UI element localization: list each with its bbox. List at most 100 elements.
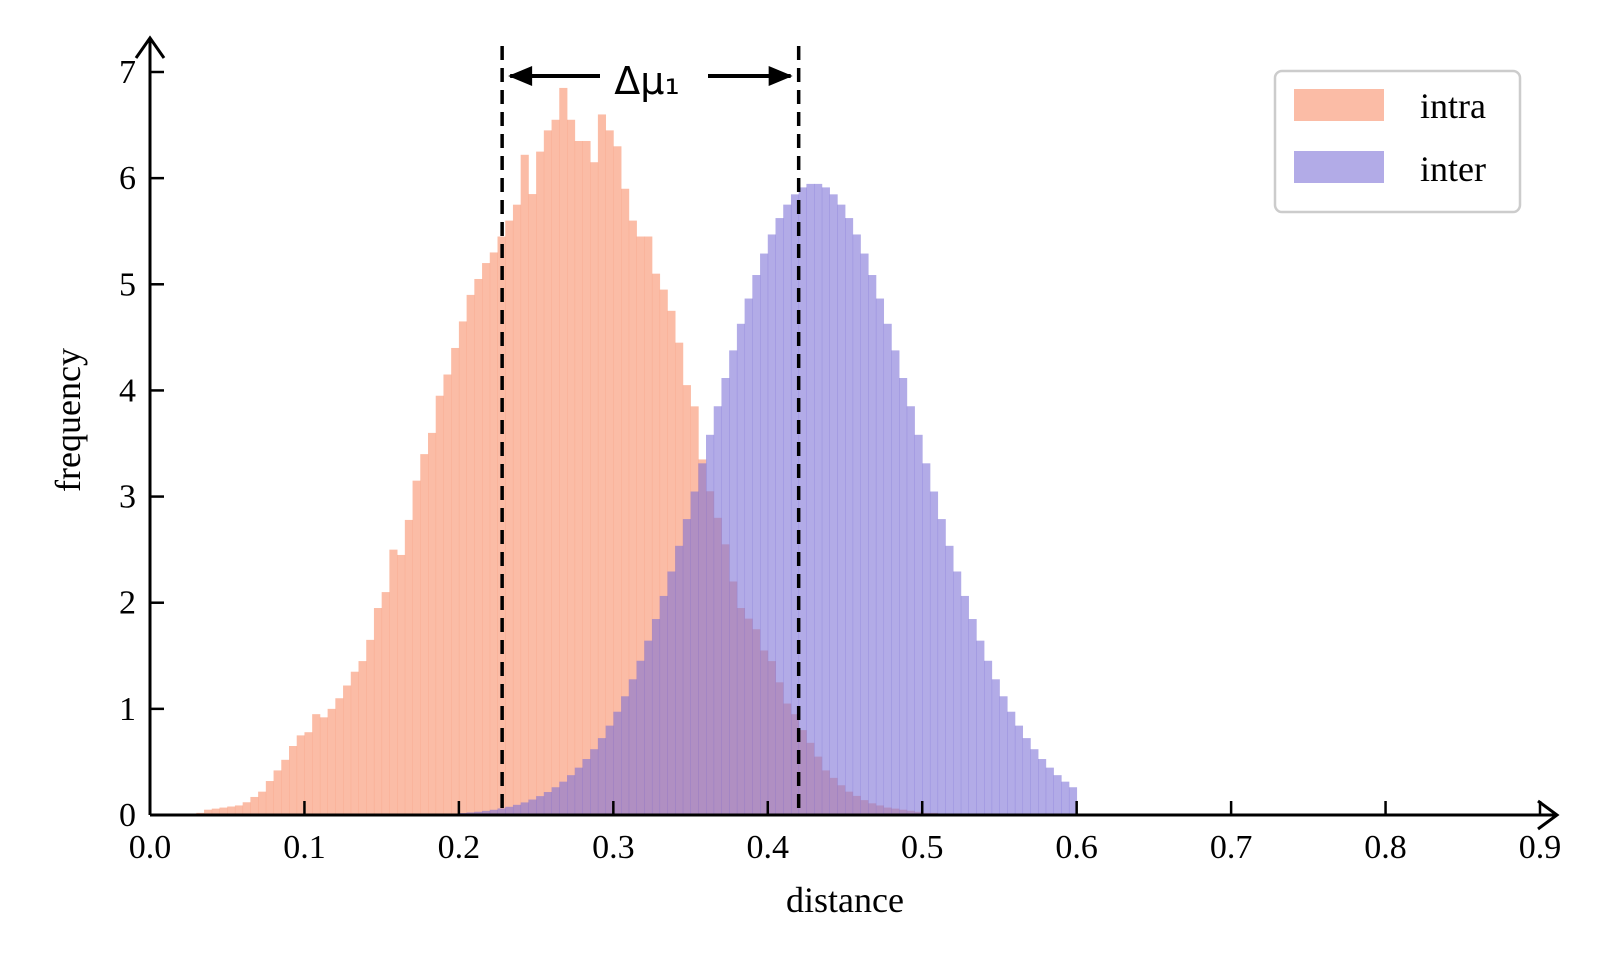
bar-inter: [1068, 787, 1078, 815]
bar-intra: [312, 714, 321, 815]
bar-intra: [211, 808, 220, 815]
bar-intra: [659, 289, 668, 815]
bar-inter: [489, 809, 498, 815]
bar-inter: [520, 802, 529, 815]
ticks-layer: 0.0 0.1 0.2 0.3 0.4 0.5 0.6 0.7 0.8 0.9 0 1 2 3 4 5 6 7: [119, 54, 1561, 866]
bar-intra: [451, 347, 460, 815]
bar-intra: [412, 480, 421, 815]
y-axis-label: frequency: [48, 348, 88, 492]
bar-inter: [829, 194, 838, 815]
bar-intra: [319, 717, 329, 815]
bar-intra: [621, 188, 630, 815]
bar-intra: [489, 252, 498, 815]
bar-intra: [582, 140, 591, 815]
bar-inter: [999, 696, 1008, 815]
bar-inter: [968, 619, 977, 815]
bar-inter: [929, 491, 939, 815]
bar-inter: [690, 491, 699, 815]
bar-inter: [1053, 775, 1062, 815]
bar-intra: [428, 432, 437, 815]
bar-intra: [219, 807, 228, 815]
x-tick-label: 0.7: [1210, 829, 1253, 866]
bar-inter: [582, 759, 591, 815]
bar-inter: [698, 463, 707, 815]
delta-arrow-right-head: [768, 66, 793, 86]
bar-intra: [458, 321, 468, 815]
bar-inter: [1030, 749, 1039, 815]
bar-inter: [706, 434, 715, 815]
bar-intra: [404, 519, 413, 815]
bar-intra: [644, 236, 653, 815]
bar-inter: [512, 804, 522, 815]
bar-inter: [775, 218, 784, 816]
delta-mu-label: Δμ₁: [614, 59, 679, 103]
bar-intra: [350, 671, 359, 815]
bar-inter: [906, 406, 915, 815]
bar-inter: [1061, 781, 1070, 815]
bar-intra: [381, 592, 390, 815]
y-tick-label: 3: [119, 479, 136, 516]
bar-inter: [852, 234, 861, 815]
y-tick-label: 7: [119, 54, 136, 91]
bar-inter: [605, 725, 614, 815]
bar-intra: [304, 732, 313, 815]
bar-inter: [845, 218, 854, 816]
bar-inter: [953, 571, 962, 815]
bar-inter: [497, 808, 506, 815]
bar-intra: [628, 220, 637, 816]
bar-inter: [991, 679, 1000, 815]
bar-intra: [281, 759, 290, 815]
x-tick-label: 0.8: [1364, 829, 1407, 866]
legend-label-intra: intra: [1420, 86, 1486, 126]
y-tick-label: 0: [119, 797, 136, 834]
legend-swatch-inter: [1294, 151, 1384, 183]
bar-intra: [597, 114, 607, 815]
x-axis-label: distance: [786, 880, 904, 920]
bar-inter: [628, 679, 637, 815]
bar-inter: [597, 738, 607, 815]
bar-inter: [659, 595, 668, 815]
bar-inter: [984, 660, 993, 815]
x-tick-label: 0.3: [592, 829, 635, 866]
bar-intra: [435, 395, 444, 815]
bar-intra: [474, 278, 483, 815]
bar-intra: [567, 119, 576, 815]
bar-intra: [265, 781, 274, 815]
bar-inter: [559, 781, 568, 815]
bar-intra: [327, 708, 336, 815]
bar-intra: [296, 735, 305, 815]
x-tick-label: 0.2: [438, 829, 481, 866]
bar-intra: [420, 454, 429, 815]
bar-intra: [242, 802, 251, 815]
axes-layer: [134, 35, 1560, 831]
bar-inter: [868, 275, 877, 816]
y-tick-label: 6: [119, 160, 136, 197]
bar-intra: [289, 746, 298, 815]
x-tick-label: 0.1: [283, 829, 326, 866]
bar-inter: [621, 696, 630, 815]
bar-inter: [667, 571, 676, 815]
bar-intra: [373, 608, 383, 815]
legend-swatch-intra: [1294, 89, 1384, 121]
bar-intra: [273, 770, 282, 815]
bar-inter: [1045, 767, 1054, 815]
bar-inter: [914, 434, 923, 815]
bar-inter: [1022, 738, 1031, 815]
bar-intra: [443, 374, 452, 815]
bar-intra: [234, 805, 244, 815]
delta-arrow-left-head: [508, 66, 533, 86]
bar-inter: [798, 187, 807, 816]
bar-inter: [574, 767, 583, 815]
bar-inter: [806, 183, 815, 815]
bar-intra: [520, 154, 529, 815]
delta-annotation: Δμ₁: [508, 59, 793, 103]
y-axis-arrowhead: [134, 35, 166, 59]
bar-intra: [397, 554, 406, 815]
bar-inter: [543, 792, 552, 815]
bar-intra: [543, 130, 552, 816]
bar-inter: [783, 204, 792, 815]
bar-intra: [227, 806, 236, 815]
x-tick-label: 0.5: [901, 829, 944, 866]
